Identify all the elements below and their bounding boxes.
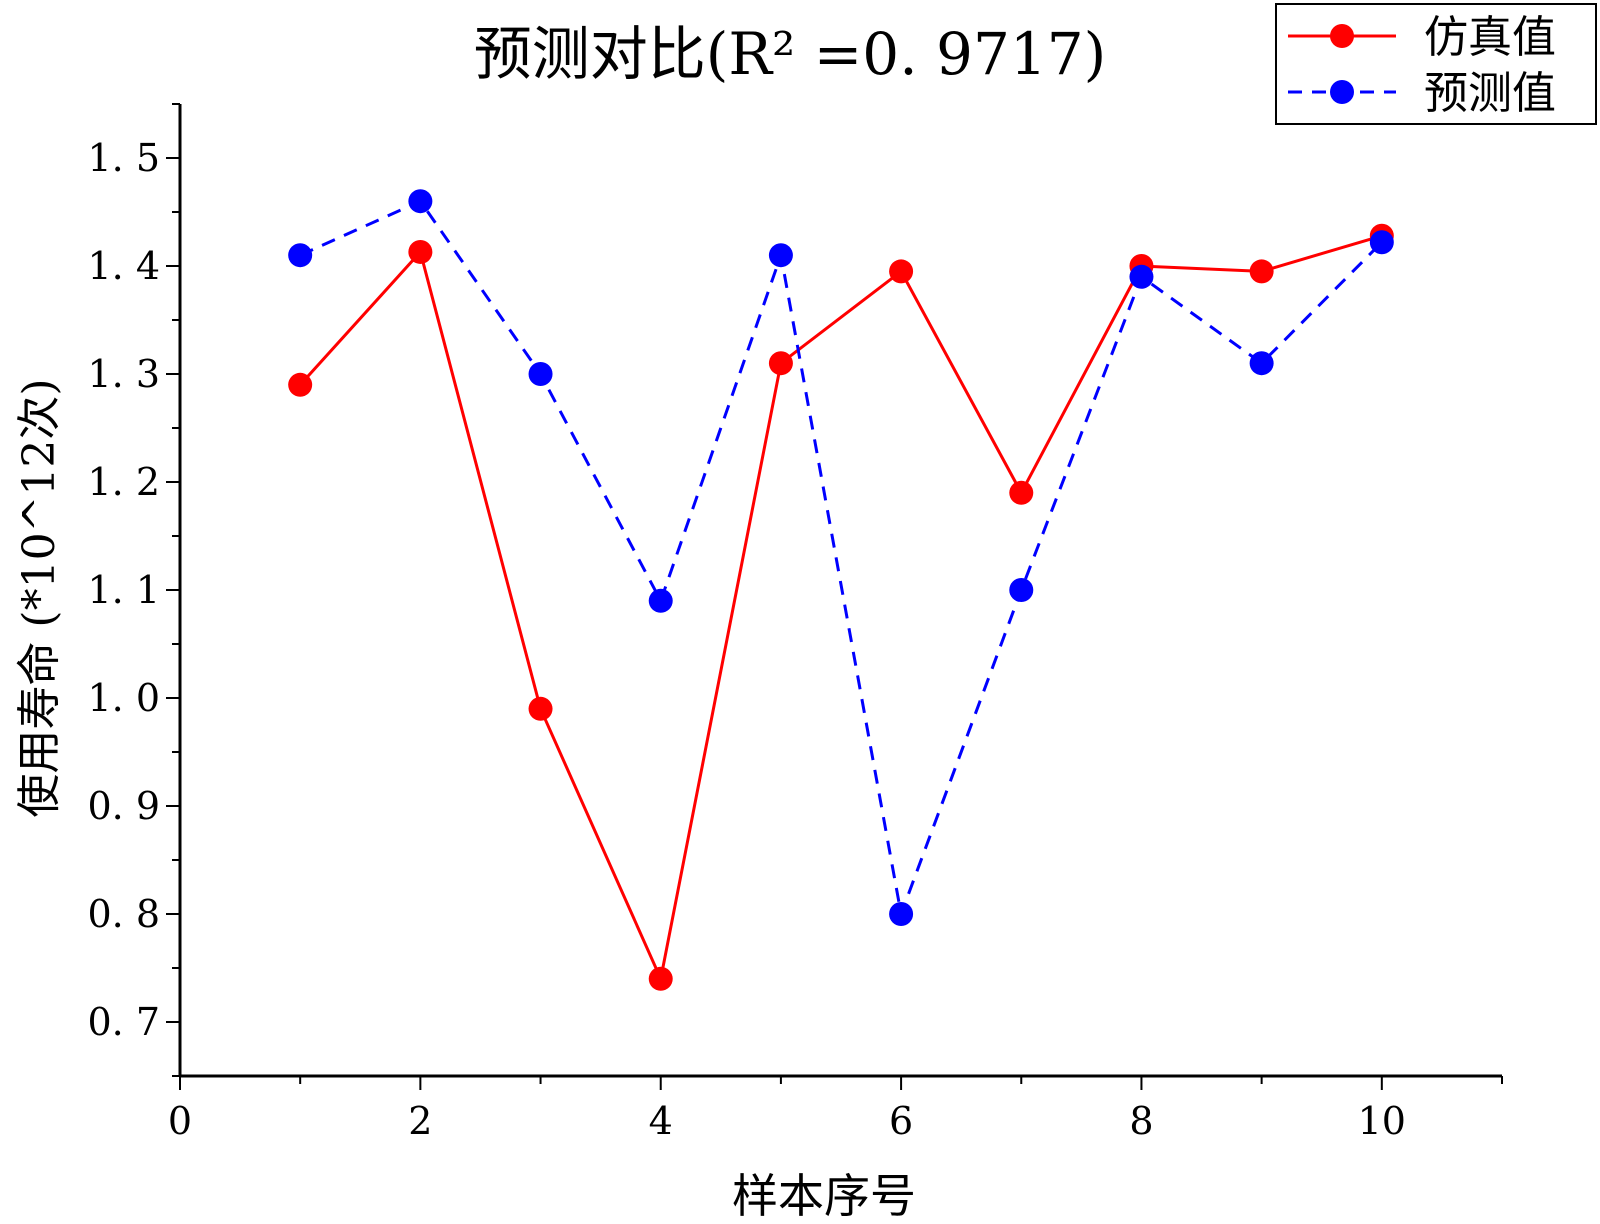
legend: 仿真值 预测值 (1275, 3, 1597, 125)
axes (166, 103, 1503, 1090)
legend-marker-simulated (1330, 24, 1354, 48)
data-point-series-1 (1249, 351, 1274, 376)
data-point-series-0 (648, 966, 673, 991)
data-point-series-1 (768, 243, 793, 268)
data-point-series-0 (889, 259, 914, 284)
data-point-series-0 (528, 696, 553, 721)
data-point-series-1 (408, 189, 433, 214)
legend-label-predicted: 预测值 (1424, 68, 1556, 119)
data-point-series-0 (288, 372, 313, 397)
data-point-series-1 (1129, 264, 1154, 289)
series-layer (288, 189, 1394, 991)
x-tick-labels: 0 2 4 6 8 10 (168, 1099, 1406, 1143)
x-tick-label: 8 (1129, 1099, 1153, 1143)
series-line-1 (299, 199, 1383, 920)
y-axis-label: 使用寿命 (*10^12次) (14, 378, 65, 817)
data-point-series-0 (768, 351, 793, 376)
x-axis-label: 样本序号 (732, 1169, 916, 1223)
series-line-0 (299, 234, 1383, 984)
x-tick-label: 0 (168, 1099, 192, 1143)
data-point-series-0 (1009, 480, 1034, 505)
y-tick-label: 1. 0 (87, 676, 160, 720)
data-point-series-1 (288, 243, 313, 268)
data-point-series-0 (1249, 259, 1274, 284)
x-tick-label: 6 (889, 1099, 913, 1143)
y-tick-label: 1. 3 (87, 352, 160, 396)
y-tick-label: 0. 9 (87, 784, 160, 828)
data-point-series-0 (408, 239, 433, 264)
x-tick-label: 2 (408, 1099, 432, 1143)
y-tick-label: 1. 4 (87, 244, 160, 288)
y-tick-label: 1. 2 (87, 460, 160, 504)
data-point-series-1 (1369, 230, 1394, 255)
data-point-series-1 (528, 362, 553, 386)
legend-label-simulated: 仿真值 (1424, 12, 1556, 63)
data-point-series-1 (1009, 578, 1034, 602)
x-tick-label: 4 (649, 1099, 673, 1143)
data-point-series-1 (648, 588, 673, 613)
y-tick-label: 1. 5 (87, 136, 160, 180)
data-point-series-1 (889, 902, 914, 926)
legend-marker-predicted (1330, 80, 1354, 104)
x-tick-label: 10 (1358, 1099, 1406, 1143)
y-tick-labels: 0. 7 0. 8 0. 9 1. 0 1. 1 1. 2 1. 3 1. 4 1. 5 (87, 136, 160, 1044)
y-tick-label: 0. 8 (87, 892, 160, 936)
legend-box (1275, 3, 1597, 125)
y-tick-label: 0. 7 (87, 1000, 160, 1044)
chart-title: 预测对比(R² =0. 9717) (474, 20, 1107, 88)
y-tick-label: 1. 1 (87, 568, 160, 612)
